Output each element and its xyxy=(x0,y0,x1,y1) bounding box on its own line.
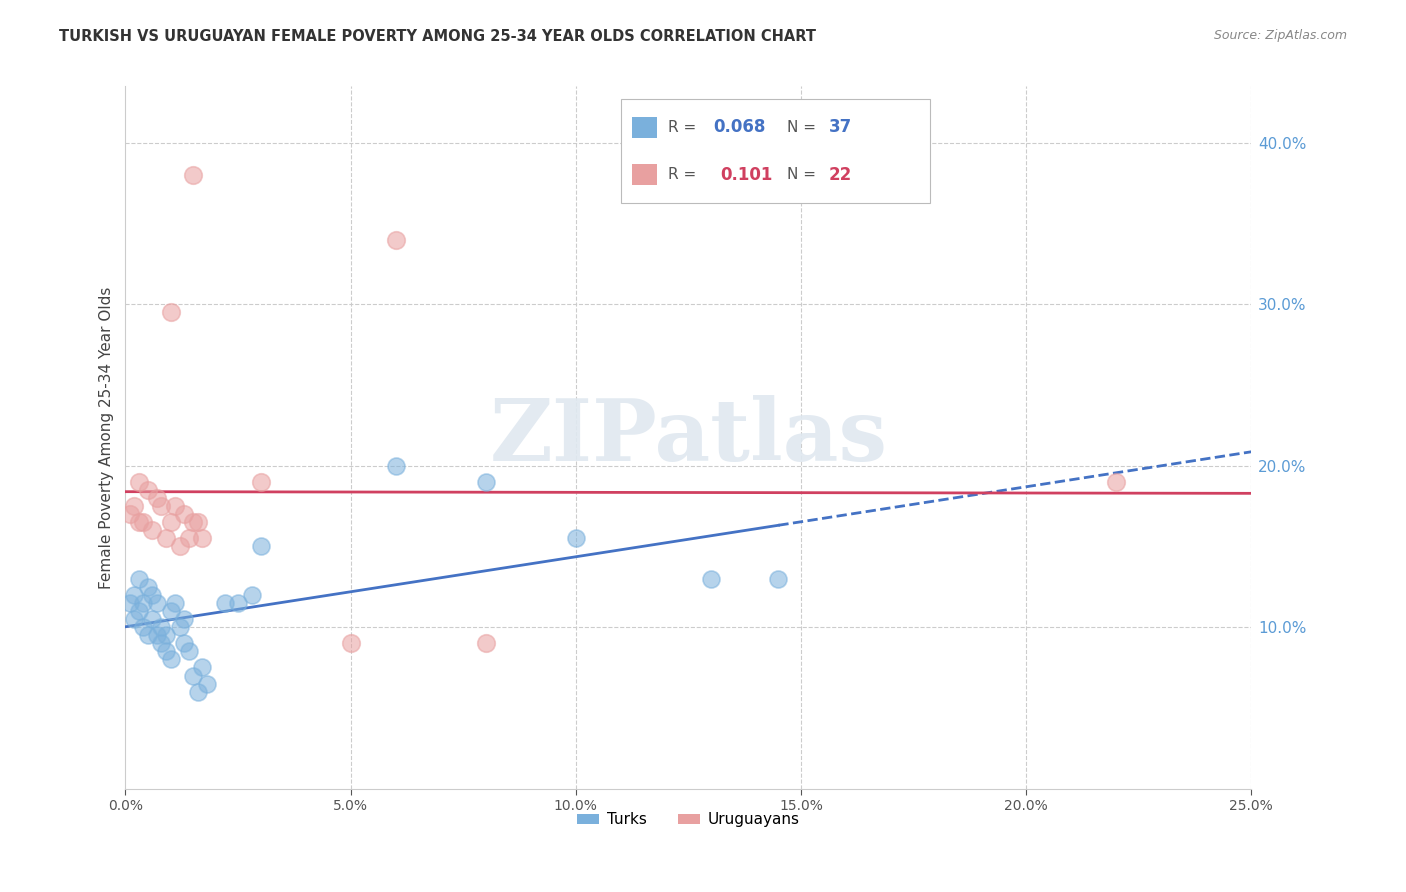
Point xyxy=(136,483,159,497)
Bar xyxy=(633,164,657,186)
Point xyxy=(128,515,150,529)
FancyBboxPatch shape xyxy=(621,99,931,202)
Point xyxy=(474,475,496,489)
Point xyxy=(132,515,155,529)
Point xyxy=(186,684,208,698)
Point xyxy=(124,499,146,513)
Point xyxy=(384,233,406,247)
Point xyxy=(384,458,406,473)
Point xyxy=(118,507,141,521)
Point xyxy=(240,588,263,602)
Point xyxy=(155,644,177,658)
Point xyxy=(150,636,173,650)
Text: 37: 37 xyxy=(830,118,852,136)
Point xyxy=(226,596,249,610)
Point xyxy=(169,620,191,634)
Text: N =: N = xyxy=(787,120,821,135)
Point xyxy=(132,596,155,610)
Point xyxy=(146,491,169,505)
Point xyxy=(181,668,204,682)
Point xyxy=(132,620,155,634)
Point xyxy=(191,532,214,546)
Text: Source: ZipAtlas.com: Source: ZipAtlas.com xyxy=(1213,29,1347,42)
Point xyxy=(146,596,169,610)
Text: R =: R = xyxy=(668,120,702,135)
Point xyxy=(700,572,723,586)
Point xyxy=(128,475,150,489)
Point xyxy=(181,515,204,529)
Point xyxy=(159,515,181,529)
Point xyxy=(155,628,177,642)
Point xyxy=(141,588,163,602)
Point xyxy=(159,305,181,319)
Point xyxy=(141,612,163,626)
Point xyxy=(195,676,218,690)
Point xyxy=(191,660,214,674)
Point xyxy=(163,499,186,513)
Point xyxy=(249,475,271,489)
Point xyxy=(186,515,208,529)
Point xyxy=(173,612,195,626)
Point xyxy=(177,532,200,546)
Text: N =: N = xyxy=(787,168,821,182)
Point xyxy=(159,652,181,666)
Point xyxy=(155,532,177,546)
Text: 0.101: 0.101 xyxy=(720,166,772,184)
Text: 0.068: 0.068 xyxy=(713,118,765,136)
Legend: Turks, Uruguayans: Turks, Uruguayans xyxy=(571,806,806,833)
Point xyxy=(768,572,790,586)
Point xyxy=(141,523,163,537)
Y-axis label: Female Poverty Among 25-34 Year Olds: Female Poverty Among 25-34 Year Olds xyxy=(100,286,114,589)
Point xyxy=(124,612,146,626)
Point xyxy=(177,644,200,658)
Point xyxy=(146,628,169,642)
Text: TURKISH VS URUGUAYAN FEMALE POVERTY AMONG 25-34 YEAR OLDS CORRELATION CHART: TURKISH VS URUGUAYAN FEMALE POVERTY AMON… xyxy=(59,29,815,44)
Point xyxy=(173,507,195,521)
Point xyxy=(181,168,204,182)
Point xyxy=(150,620,173,634)
Point xyxy=(169,540,191,554)
Point xyxy=(565,532,588,546)
Point xyxy=(136,580,159,594)
Point xyxy=(118,596,141,610)
Bar xyxy=(633,117,657,137)
Text: R =: R = xyxy=(668,168,706,182)
Point xyxy=(128,604,150,618)
Text: 22: 22 xyxy=(830,166,852,184)
Point xyxy=(339,636,361,650)
Point xyxy=(249,540,271,554)
Point xyxy=(124,588,146,602)
Point xyxy=(163,596,186,610)
Text: ZIPatlas: ZIPatlas xyxy=(489,395,887,479)
Point xyxy=(136,628,159,642)
Point xyxy=(214,596,236,610)
Point xyxy=(150,499,173,513)
Point xyxy=(173,636,195,650)
Point xyxy=(128,572,150,586)
Point xyxy=(474,636,496,650)
Point xyxy=(1105,475,1128,489)
Point xyxy=(159,604,181,618)
